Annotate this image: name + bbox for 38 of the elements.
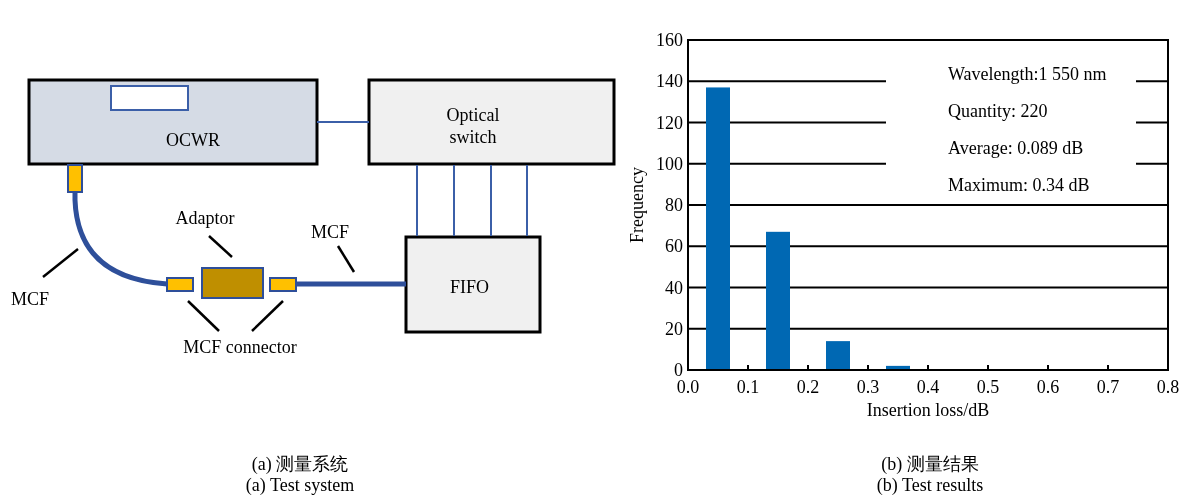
x-axis-title: Insertion loss/dB [866,400,990,420]
text: MCF [10,289,50,309]
y-tick-label: 140 [656,71,683,92]
x-tick-label: 0.6 [1036,377,1060,397]
y-tick-label: 160 [656,30,683,50]
annotation: Maximum: 0.34 dB [948,175,1090,195]
text: (b) Test results [876,475,984,496]
bar [826,341,850,370]
x-tick-label: 0.5 [976,377,1000,397]
y-tick-label: 60 [665,236,683,257]
annotation: Quantity: 220 [948,101,1048,121]
bar [706,87,730,370]
bar [766,231,790,370]
y-tick-label: 120 [656,112,683,133]
x-tick-label: 0.0 [676,377,700,397]
text: FIFO [450,277,490,297]
text: MCF connector [183,337,297,357]
text: (a) Test system [245,475,355,496]
x-tick-label: 0.8 [1156,377,1180,397]
text: MCF [310,222,350,242]
text: (a) 测量系统 [251,454,349,475]
y-tick-label: 20 [665,318,683,339]
y-tick-label: 40 [665,277,683,298]
text: Adaptor [175,208,235,228]
x-tick-label: 0.4 [916,377,940,397]
x-tick-label: 0.1 [736,377,760,397]
annotation: Wavelength:1 550 nm [948,64,1107,84]
text: OCWR [166,130,220,150]
x-tick-label: 0.7 [1096,377,1120,397]
annotation: Average: 0.089 dB [948,138,1084,158]
text: (b) 测量结果 [881,454,979,475]
y-tick-label: 100 [656,153,683,174]
x-tick-label: 0.2 [796,377,820,397]
y-tick-label: 80 [665,195,683,215]
x-tick-label: 0.3 [856,377,880,397]
text: Optical switch [446,105,500,147]
y-tick-label: 0 [674,360,683,380]
y-axis-title: Frequency [627,167,647,243]
